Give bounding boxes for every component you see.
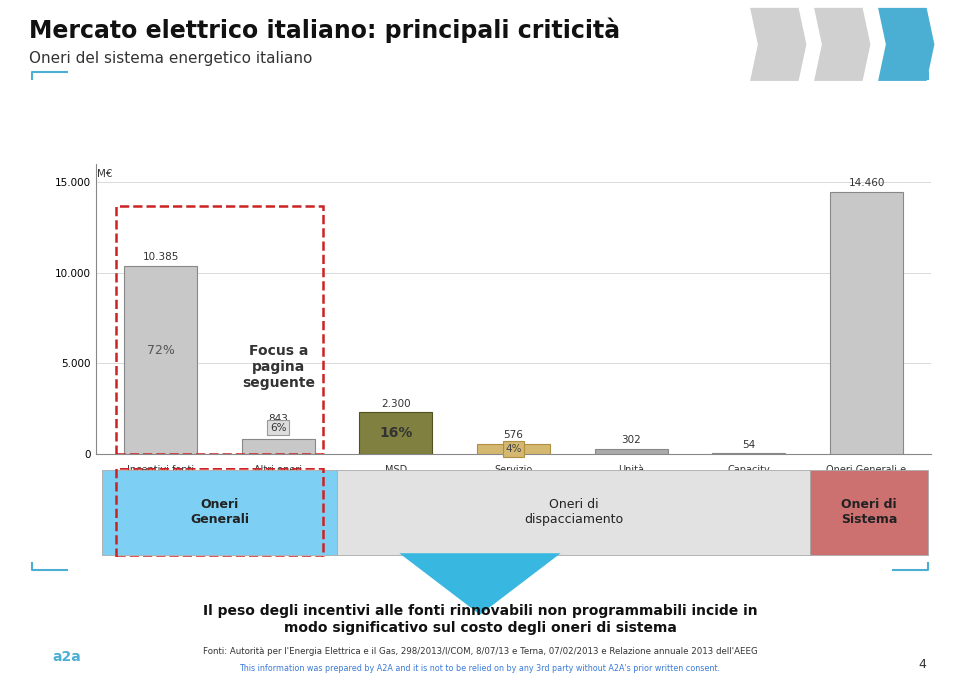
Text: 4%: 4% xyxy=(505,444,522,454)
Text: Mercato elettrico italiano: principali criticità: Mercato elettrico italiano: principali c… xyxy=(29,17,620,42)
Bar xyxy=(830,192,903,454)
Polygon shape xyxy=(813,7,872,82)
Text: 2.300: 2.300 xyxy=(381,399,411,409)
Text: 54: 54 xyxy=(742,440,756,449)
Text: 6%: 6% xyxy=(270,423,287,432)
Text: Servizio
interrompibilità: Servizio interrompibilità xyxy=(476,465,551,487)
Text: Unità
essenziali: Unità essenziali xyxy=(608,465,655,487)
Text: Focus a
pagina
seguente: Focus a pagina seguente xyxy=(242,344,315,390)
Text: 16%: 16% xyxy=(379,426,413,441)
Text: 14.460: 14.460 xyxy=(849,178,885,189)
Text: Incentivi fonti
rinnovabili non
programmabili: Incentivi fonti rinnovabili non programm… xyxy=(124,465,197,499)
Polygon shape xyxy=(749,7,807,82)
Text: Altri oneri: Altri oneri xyxy=(254,465,302,475)
Text: 576: 576 xyxy=(504,430,523,440)
Text: Fonti: Autorità per l'Energia Elettrica e il Gas, 298/2013/I/COM, 8/07/13 e Tern: Fonti: Autorità per l'Energia Elettrica … xyxy=(203,647,757,656)
Bar xyxy=(337,470,810,555)
Text: 4: 4 xyxy=(919,658,926,671)
Bar xyxy=(116,468,323,557)
Bar xyxy=(810,470,927,555)
Bar xyxy=(116,206,323,454)
Text: Oneri
Generali: Oneri Generali xyxy=(190,499,249,526)
Text: This information was prepared by A2A and it is not to be relied on by any 3rd pa: This information was prepared by A2A and… xyxy=(239,664,721,673)
Text: Oneri di
dispacciamento: Oneri di dispacciamento xyxy=(524,499,623,526)
Text: Capacity
Payment: Capacity Payment xyxy=(728,465,770,487)
Text: Oneri Generali e
di dispacciamento: Oneri Generali e di dispacciamento xyxy=(822,465,911,487)
Polygon shape xyxy=(876,7,935,82)
Bar xyxy=(477,444,550,454)
Text: Oneri di
Sistema: Oneri di Sistema xyxy=(841,499,897,526)
Text: 10.385: 10.385 xyxy=(142,252,179,262)
Bar xyxy=(595,449,668,454)
Text: a2a: a2a xyxy=(53,650,82,664)
Text: Il peso degli incentivi alle fonti rinnovabili non programmabili incide in
modo : Il peso degli incentivi alle fonti rinno… xyxy=(203,604,757,635)
Bar xyxy=(124,266,197,454)
Text: M€: M€ xyxy=(97,169,112,180)
Bar xyxy=(242,439,315,454)
Text: MSD: MSD xyxy=(385,465,407,475)
Text: IMPATTO SUL SISTEMA ENERGETICO NAZIONALE (2012; M€): IMPATTO SUL SISTEMA ENERGETICO NAZIONALE… xyxy=(257,111,703,124)
Text: 72%: 72% xyxy=(147,344,175,357)
Text: 843: 843 xyxy=(269,415,288,424)
Text: 302: 302 xyxy=(621,435,641,445)
Bar xyxy=(102,470,337,555)
Text: Oneri del sistema energetico italiano: Oneri del sistema energetico italiano xyxy=(29,51,312,66)
Bar xyxy=(359,413,432,454)
Polygon shape xyxy=(399,553,561,615)
